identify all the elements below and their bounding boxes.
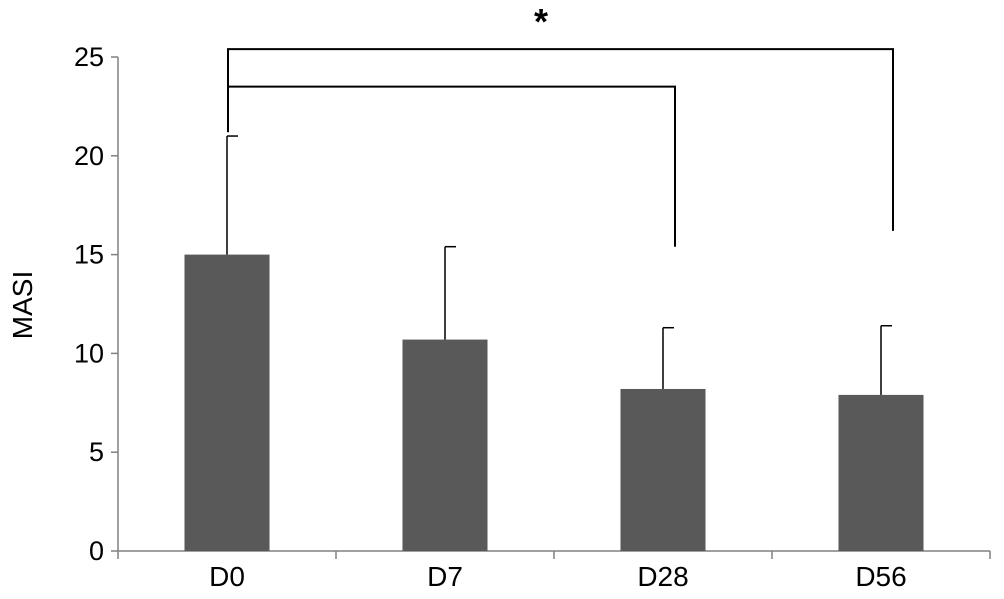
- bar-d0: [184, 254, 270, 551]
- significance-brackets: [227, 48, 894, 247]
- y-tick-label: 20: [74, 141, 104, 171]
- x-category-label: D0: [209, 561, 245, 592]
- y-axis-title: MASI: [7, 271, 38, 339]
- y-axis: 0 5 10 15 20 25: [74, 42, 119, 566]
- bar-d56: [838, 394, 924, 551]
- x-category-label: D28: [637, 561, 688, 592]
- error-bars: [226, 135, 892, 395]
- y-tick-label: 5: [89, 437, 104, 467]
- bars: [184, 254, 924, 551]
- x-axis: D0 D7 D28 D56: [117, 550, 991, 592]
- y-tick-label: 15: [74, 240, 104, 270]
- x-category-label: D56: [855, 561, 906, 592]
- significance-bracket-d0-d28: [227, 85, 676, 247]
- bar-d7: [402, 339, 488, 551]
- bar-d28: [620, 388, 706, 551]
- significance-marker: *: [534, 1, 548, 42]
- x-category-label: D7: [427, 561, 463, 592]
- y-tick-label: 10: [74, 338, 104, 368]
- y-tick-label: 25: [74, 42, 104, 72]
- significance-bracket-d0-d56: [227, 48, 894, 231]
- y-tick-label: 0: [89, 536, 104, 566]
